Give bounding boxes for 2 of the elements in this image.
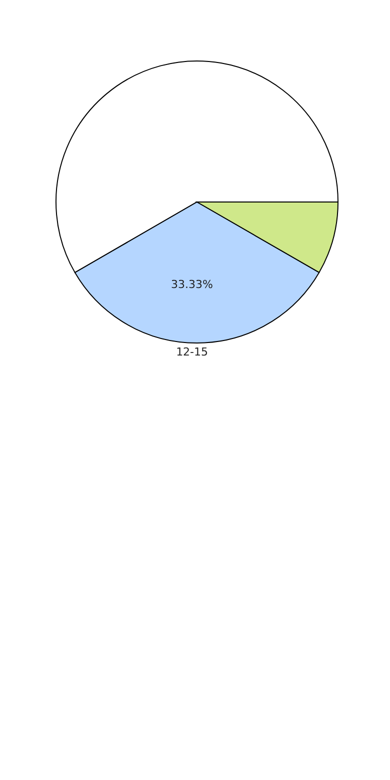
data-label: 33.33% bbox=[171, 278, 214, 291]
slice-label: 12-15 bbox=[176, 346, 208, 358]
